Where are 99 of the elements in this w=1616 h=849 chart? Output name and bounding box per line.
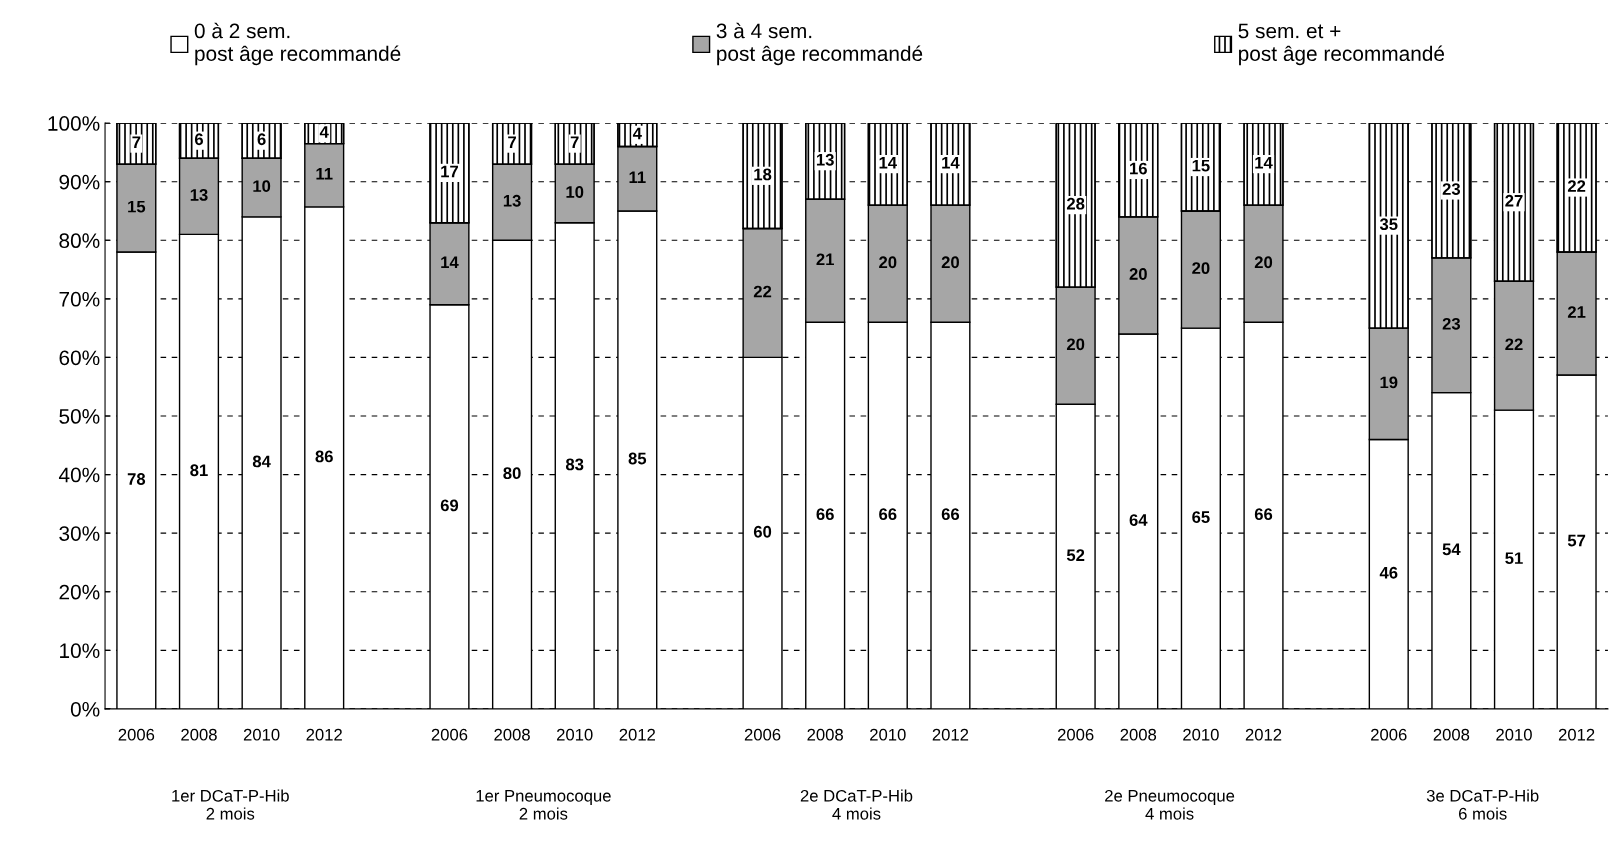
y-tick-label: 40% (58, 467, 100, 483)
data-label: 20 (1066, 338, 1085, 351)
x-tick-label: 2012 (1245, 728, 1282, 741)
x-tick-label: 2010 (243, 728, 280, 741)
y-tick-label: 60% (59, 350, 100, 366)
data-label: 66 (1254, 508, 1273, 521)
x-tick-label: 2012 (1558, 728, 1595, 741)
data-label: 84 (252, 455, 271, 468)
data-label: 23 (1442, 317, 1461, 330)
data-label: 17 (441, 165, 458, 178)
legend-label: 0 à 2 sem. post âge recommandé (194, 22, 401, 66)
x-tick-label: 2006 (431, 728, 468, 741)
data-label: 14 (942, 156, 960, 169)
data-label: 7 (132, 136, 141, 148)
x-tick-label: 2010 (870, 728, 906, 741)
data-label: 65 (1192, 511, 1210, 523)
data-label: 81 (190, 464, 208, 477)
text: 3e DCaT-P-Hib 6 mois (1426, 789, 1539, 820)
data-label: 57 (1567, 534, 1586, 547)
x-tick-label: 2012 (306, 728, 342, 741)
x-tick-label: 2006 (1371, 728, 1407, 741)
data-label: 22 (753, 285, 772, 298)
x-tick-label: 2010 (1496, 728, 1532, 741)
data-label: 69 (440, 499, 459, 512)
legend-label: 5 sem. et + post âge recommandé (1238, 23, 1445, 66)
data-label: 60 (753, 525, 772, 538)
y-tick-label: 100% (48, 116, 100, 131)
x-tick-label: 2010 (556, 728, 593, 741)
data-label: 66 (816, 508, 834, 521)
x-tick-label: 2008 (494, 728, 530, 741)
data-label: 54 (1442, 543, 1461, 556)
data-label: 14 (879, 156, 897, 169)
x-tick-label: 2010 (1183, 728, 1219, 741)
x-tick-label: 2008 (807, 728, 843, 741)
y-tick-label: 50% (59, 409, 100, 424)
data-label: 19 (1380, 376, 1398, 389)
data-label: 13 (190, 189, 208, 201)
data-label: 7 (508, 136, 516, 148)
data-label: 35 (1379, 218, 1398, 231)
data-label: 83 (565, 458, 584, 471)
data-label: 16 (1130, 162, 1147, 175)
data-label: 10 (566, 186, 584, 198)
data-label: 6 (194, 133, 203, 146)
data-label: 10 (253, 180, 271, 193)
data-label: 20 (1254, 256, 1273, 269)
y-tick-label: 0% (70, 701, 100, 717)
data-label: 7 (570, 136, 579, 148)
data-label: 14 (1255, 156, 1273, 169)
data-label: 15 (128, 200, 146, 213)
data-label: 6 (257, 133, 266, 146)
data-label: 23 (1442, 183, 1461, 195)
data-label: 22 (1567, 180, 1586, 192)
text: 1er DCaT-P-Hib 2 mois (172, 789, 289, 820)
data-label: 21 (1567, 306, 1586, 318)
y-tick-label: 80% (59, 233, 100, 249)
data-label: 78 (127, 473, 146, 485)
data-label: 11 (316, 168, 333, 180)
y-tick-label: 10% (60, 643, 100, 659)
data-label: 64 (1129, 514, 1148, 526)
data-label: 18 (754, 168, 772, 181)
y-tick-label: 30% (59, 526, 100, 541)
data-label: 27 (1505, 194, 1523, 207)
data-label: 13 (816, 153, 834, 166)
data-label: 13 (503, 194, 521, 207)
data-label: 66 (941, 508, 960, 521)
data-label: 14 (441, 256, 459, 269)
x-tick-label: 2012 (932, 728, 969, 741)
text: 2e Pneumocoque 4 mois (1105, 789, 1235, 820)
data-label: 4 (319, 126, 329, 138)
data-label: 28 (1066, 197, 1085, 210)
y-tick-label: 90% (59, 174, 100, 190)
x-tick-label: 2006 (1057, 728, 1094, 741)
y-tick-label: 70% (59, 291, 100, 307)
legend-label: 3 à 4 sem. post âge recommandé (716, 22, 923, 66)
x-tick-label: 2006 (118, 728, 155, 741)
x-tick-label: 2008 (181, 728, 217, 741)
x-tick-label: 2008 (1433, 728, 1470, 741)
y-tick-label: 20% (59, 584, 100, 600)
data-label: 85 (628, 452, 647, 465)
data-label: 52 (1066, 549, 1085, 562)
data-label: 20 (1192, 262, 1210, 275)
x-tick-label: 2012 (619, 728, 656, 741)
data-label: 22 (1505, 338, 1523, 351)
data-label: 20 (941, 256, 959, 269)
data-label: 80 (503, 467, 521, 480)
text: 2e DCaT-P-Hib 4 mois (800, 789, 913, 820)
data-label: 21 (816, 253, 834, 266)
data-label: 20 (1129, 268, 1147, 280)
text: 1er Pneumocoque 2 mois (476, 790, 611, 820)
data-label: 46 (1379, 566, 1398, 579)
data-label: 20 (879, 256, 897, 269)
data-label: 51 (1505, 552, 1523, 565)
x-tick-label: 2008 (1120, 728, 1157, 741)
data-label: 11 (629, 171, 646, 184)
data-label: 66 (879, 508, 897, 521)
x-tick-label: 2006 (744, 728, 781, 741)
data-label: 15 (1192, 159, 1210, 172)
data-label: 4 (632, 127, 642, 140)
data-label: 86 (315, 450, 333, 463)
